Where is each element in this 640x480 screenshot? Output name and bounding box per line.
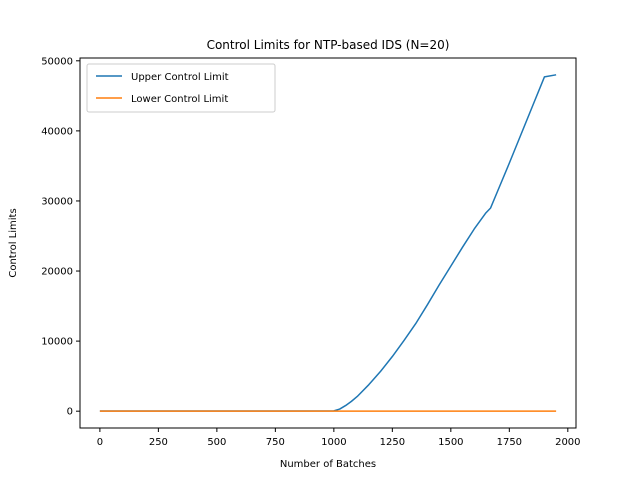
- x-tick-label: 500: [207, 437, 226, 448]
- y-tick-label: 30000: [41, 196, 73, 207]
- legend-box: [86, 63, 276, 113]
- x-tick-label: 1500: [438, 437, 463, 448]
- axes-layer: 0 250 500 750 1000 1250 1500 1750 20000100002000…: [41, 56, 580, 448]
- x-tick-label: 750: [266, 437, 285, 448]
- y-tick-label: 10000: [41, 337, 73, 348]
- legend-label-lower: Lower Control Limit: [131, 94, 228, 105]
- chart-title: Control Limits for NTP-based IDS (N=20): [207, 38, 450, 52]
- series-layer: [99, 74, 557, 412]
- y-tick-label: 40000: [41, 126, 73, 137]
- x-tick-label: 1250: [380, 437, 405, 448]
- legend-label-upper: Upper Control Limit: [131, 72, 229, 83]
- y-axis-title: Control Limits: [8, 208, 19, 277]
- x-tick-label: 0: [97, 437, 103, 448]
- y-tick-label: 0: [67, 407, 73, 418]
- y-tick-label: 20000: [41, 267, 73, 278]
- y-tick-label: 50000: [41, 56, 73, 67]
- x-axis-title: Number of Batches: [280, 459, 376, 470]
- x-tick-label: 1750: [497, 437, 522, 448]
- upper-control-limit-line: [99, 74, 557, 412]
- x-tick-label: 250: [149, 437, 168, 448]
- plot-area-frame: [79, 57, 577, 429]
- legend: Upper Control Limit Lower Control Limit: [86, 63, 276, 113]
- x-tick-label: 2000: [555, 437, 580, 448]
- x-tick-label: 1000: [321, 437, 346, 448]
